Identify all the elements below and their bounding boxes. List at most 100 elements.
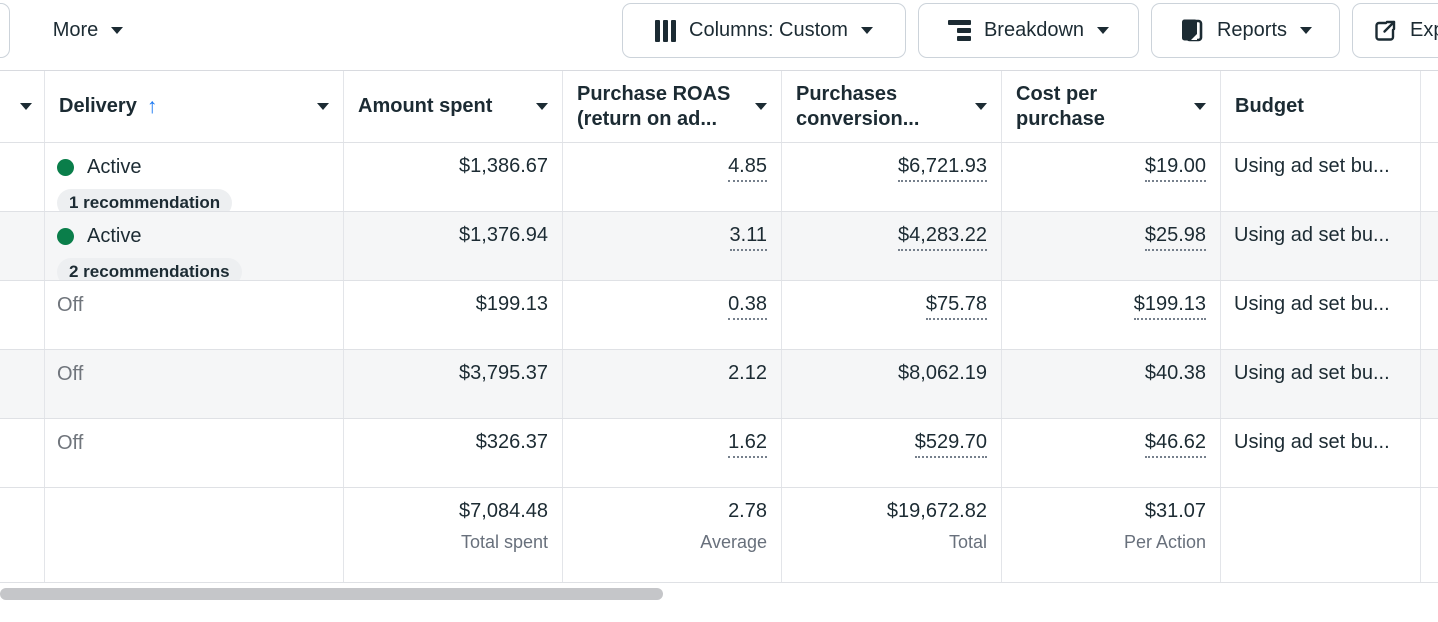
purchases-conversion-cell: $75.78: [782, 281, 1002, 349]
overflow-cell: [1421, 143, 1438, 211]
chevron-down-icon[interactable]: [1194, 103, 1206, 110]
columns-button[interactable]: Columns: Custom: [622, 3, 906, 58]
chevron-down-icon: [20, 103, 32, 110]
purchases-conversion-cell: $4,283.22: [782, 212, 1002, 280]
chevron-down-icon: [860, 27, 873, 34]
delivery-cell: Active 1 recommendation: [45, 143, 344, 211]
header-label-line2: conversion...: [796, 107, 920, 130]
budget-totals-cell: [1221, 488, 1421, 582]
clipped-toolbar-button[interactable]: [0, 3, 10, 58]
table-header-row: Delivery ↑ Amount spent Purchase ROAS (r…: [0, 71, 1438, 143]
cost-per-purchase-cell: $25.98: [1002, 212, 1221, 280]
total-value: $31.07: [1144, 500, 1206, 522]
overflow-cell: [1421, 419, 1438, 487]
header-cell-delivery[interactable]: Delivery ↑: [45, 71, 344, 142]
sort-ascending-icon: ↑: [146, 94, 158, 118]
delivery-status: Active: [87, 225, 142, 247]
purchases-conversion-cell: $6,721.93: [782, 143, 1002, 211]
header-label: Purchase ROAS: [577, 82, 731, 105]
chevron-down-icon: [111, 27, 124, 34]
delivery-status: Off: [57, 432, 84, 454]
ads-table: Delivery ↑ Amount spent Purchase ROAS (r…: [0, 70, 1438, 583]
total-label: Total spent: [460, 532, 548, 552]
chevron-down-icon: [1300, 27, 1313, 34]
purchase-roas-cell: 0.38: [563, 281, 782, 349]
header-label-line2: purchase: [1016, 107, 1105, 130]
recommendation-badge[interactable]: 1 recommendation: [57, 189, 233, 211]
delivery-totals-cell: [45, 488, 344, 582]
header-cell-purchase-roas[interactable]: Purchase ROAS (return on ad...: [563, 71, 782, 142]
budget-cell: Using ad set bu...: [1221, 419, 1421, 487]
header-cell-clipped[interactable]: [0, 71, 45, 142]
header-cell-cost-per-purchase[interactable]: Cost per purchase: [1002, 71, 1221, 142]
delivery-cell: Off: [45, 350, 344, 418]
recommendation-badge[interactable]: 2 recommendations: [57, 258, 242, 280]
total-value: 2.78: [728, 500, 767, 522]
chevron-down-icon[interactable]: [755, 103, 767, 110]
columns-icon: [655, 19, 677, 42]
header-cell-budget[interactable]: Budget: [1221, 71, 1421, 142]
amount-spent-cell: $326.37: [344, 419, 563, 487]
totals-row: $7,084.48 Total spent 2.78 Average $19,6…: [0, 488, 1438, 583]
header-cell-purchases-conversion[interactable]: Purchases conversion...: [782, 71, 1002, 142]
delivery-status: Active: [87, 156, 142, 178]
chevron-down-icon: [1097, 27, 1110, 34]
breakdown-button[interactable]: Breakdown: [918, 3, 1139, 58]
row-select-cell: [0, 212, 45, 280]
header-cell-overflow: [1421, 71, 1438, 142]
amount-spent-cell: $199.13: [344, 281, 563, 349]
purchase-roas-total-cell: 2.78 Average: [563, 488, 782, 582]
header-label: Cost per: [1016, 82, 1098, 105]
table-row: Active 2 recommendations $1,376.94 3.11 …: [0, 212, 1438, 281]
table-row: Off $199.13 0.38 $75.78 $199.13 Using ad…: [0, 281, 1438, 350]
budget-cell: Using ad set bu...: [1221, 281, 1421, 349]
total-label: Total: [948, 532, 987, 552]
export-button[interactable]: Exp: [1352, 3, 1438, 58]
purchase-roas-cell: 1.62: [563, 419, 782, 487]
active-status-dot: [57, 158, 74, 176]
amount-spent-cell: $1,386.67: [344, 143, 563, 211]
delivery-status: Off: [57, 363, 84, 385]
header-cell-amount-spent[interactable]: Amount spent: [344, 71, 563, 142]
table-row: Off $3,795.37 2.12 $8,062.19 $40.38 Usin…: [0, 350, 1438, 419]
row-select-cell: [0, 488, 45, 582]
cost-per-purchase-cell: $199.13: [1002, 281, 1221, 349]
purchases-total-cell: $19,672.82 Total: [782, 488, 1002, 582]
amount-spent-cell: $3,795.37: [344, 350, 563, 418]
header-label: Amount spent: [358, 95, 493, 117]
amount-spent-cell: $1,376.94: [344, 212, 563, 280]
purchases-conversion-cell: $8,062.19: [782, 350, 1002, 418]
total-value: $7,084.48: [459, 500, 548, 522]
delivery-cell: Off: [45, 419, 344, 487]
chevron-down-icon[interactable]: [536, 103, 548, 110]
delivery-cell: Off: [45, 281, 344, 349]
reports-button-label: Reports: [1216, 19, 1288, 41]
overflow-cell: [1421, 212, 1438, 280]
more-button[interactable]: More: [28, 3, 148, 58]
reports-icon: [1179, 18, 1204, 44]
cost-per-purchase-cell: $46.62: [1002, 419, 1221, 487]
table-row: Active 1 recommendation $1,386.67 4.85 $…: [0, 143, 1438, 212]
chevron-down-icon[interactable]: [317, 103, 329, 110]
purchase-roas-cell: 2.12: [563, 350, 782, 418]
columns-button-label: Columns: Custom: [689, 19, 848, 41]
total-value: $19,672.82: [886, 500, 987, 522]
table-row: Off $326.37 1.62 $529.70 $46.62 Using ad…: [0, 419, 1438, 488]
breakdown-icon: [947, 20, 971, 41]
cost-per-purchase-cell: $40.38: [1002, 350, 1221, 418]
more-button-label: More: [52, 19, 99, 41]
header-label: Delivery: [59, 95, 137, 117]
export-icon: [1373, 19, 1397, 43]
header-label: Budget: [1235, 95, 1304, 117]
overflow-cell: [1421, 350, 1438, 418]
horizontal-scrollbar-thumb[interactable]: [0, 588, 663, 600]
toolbar: More Columns: Custom Breakdown Reports: [0, 0, 1438, 70]
row-select-cell: [0, 419, 45, 487]
amount-spent-total-cell: $7,084.48 Total spent: [344, 488, 563, 582]
cost-per-purchase-cell: $19.00: [1002, 143, 1221, 211]
reports-button[interactable]: Reports: [1151, 3, 1340, 58]
active-status-dot: [57, 227, 74, 245]
chevron-down-icon[interactable]: [975, 103, 987, 110]
purchase-roas-cell: 4.85: [563, 143, 782, 211]
budget-cell: Using ad set bu...: [1221, 212, 1421, 280]
